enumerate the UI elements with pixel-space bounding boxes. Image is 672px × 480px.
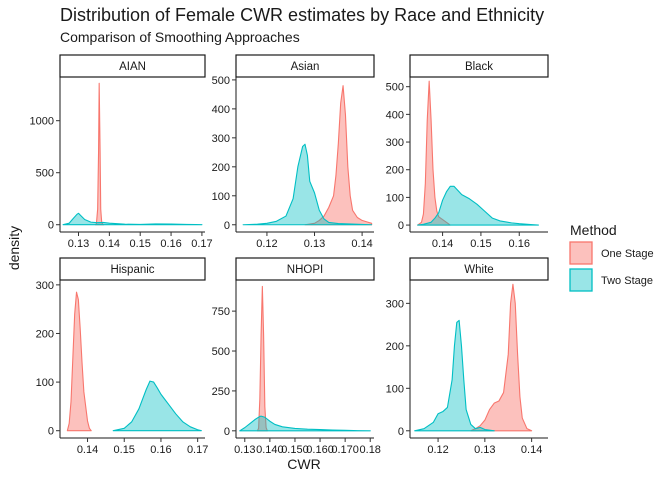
x-tick-label-aian-3: 0.16 <box>160 238 181 250</box>
x-tick-label-hispanic-2: 0.16 <box>150 444 171 456</box>
y-tick-label-black-4: 400 <box>386 109 404 121</box>
strip-black <box>409 54 549 78</box>
y-tick-label-aian-2: 1000 <box>30 116 54 128</box>
y-tick-label-hispanic-1: 100 <box>36 377 54 389</box>
strip-label-hispanic: Hispanic <box>110 264 154 276</box>
x-tick-label-black-0: 0.14 <box>432 238 453 250</box>
x-tick-label-white-1: 0.13 <box>474 444 495 456</box>
y-tick-label-black-3: 300 <box>386 137 404 149</box>
y-tick-label-aian-1: 500 <box>36 168 54 180</box>
panel-black: Black 0 100 200 300 400 500 0.14 0.15 0.16 <box>386 54 549 250</box>
strip-white <box>409 257 549 281</box>
x-tick-label-nhopi-1: 0.140 <box>256 444 284 456</box>
y-tick-label-nhopi-2: 500 <box>212 346 230 358</box>
legend-entries: One Stage Two Stage <box>569 241 654 292</box>
x-tick-label-aian-1: 0.14 <box>99 238 120 250</box>
x-tick-label-aian-0: 0.13 <box>68 238 89 250</box>
x-tick-label-asian-0: 0.12 <box>256 238 277 250</box>
y-tick-label-nhopi-3: 750 <box>212 306 230 318</box>
panel-aian: AIAN 0 500 1000 0.13 0.14 0.15 0.16 0.17 <box>30 54 213 250</box>
y-axis-title: density <box>6 226 22 270</box>
x-tick-label-nhopi-5: 0.18 <box>360 444 381 456</box>
y-tick-label-nhopi-0: 0 <box>224 426 230 438</box>
x-tick-label-hispanic-3: 0.17 <box>187 444 208 456</box>
y-tick-label-hispanic-3: 300 <box>36 280 54 292</box>
y-tick-label-white-1: 100 <box>386 383 404 395</box>
x-tick-label-hispanic-1: 0.15 <box>114 444 135 456</box>
y-tick-label-asian-1: 100 <box>212 191 230 203</box>
strip-asian <box>235 54 375 78</box>
density-area-nhopi-two-stage <box>239 415 371 432</box>
y-tick-label-white-3: 300 <box>386 298 404 310</box>
strip-label-asian: Asian <box>291 61 320 73</box>
x-tick-label-black-1: 0.15 <box>470 238 491 250</box>
legend-key-one-stage <box>569 241 593 265</box>
y-tick-label-white-0: 0 <box>398 426 404 438</box>
chart-subtitle: Comparison of Smoothing Approaches <box>60 29 300 45</box>
density-area-aian-two-stage <box>62 212 203 226</box>
density-area-aian-one-stage <box>94 82 105 226</box>
legend: Method One Stage Two Stage <box>569 222 654 292</box>
x-tick-label-white-0: 0.12 <box>427 444 448 456</box>
density-area-nhopi-one-stage <box>256 285 268 432</box>
strip-label-nhopi: NHOPI <box>287 264 323 276</box>
panel-white: White 0 100 200 300 0.12 0.13 0.14 <box>386 257 549 456</box>
y-tick-label-asian-3: 300 <box>212 133 230 145</box>
x-tick-label-asian-2: 0.14 <box>351 238 372 250</box>
x-tick-label-nhopi-2: 0.150 <box>281 444 309 456</box>
x-tick-label-aian-4: 0.17 <box>191 238 212 250</box>
y-tick-label-hispanic-2: 200 <box>36 328 54 340</box>
y-tick-label-hispanic-0: 0 <box>48 426 54 438</box>
x-tick-label-hispanic-0: 0.14 <box>77 444 98 456</box>
y-tick-label-nhopi-1: 250 <box>212 386 230 398</box>
y-tick-label-aian-0: 0 <box>48 220 54 232</box>
y-tick-label-asian-5: 500 <box>212 75 230 87</box>
legend-label-two-stage: Two Stage <box>601 275 653 287</box>
panel-hispanic: Hispanic 0 100 200 300 0.14 0.15 0.16 0.17 <box>36 257 208 456</box>
x-tick-label-nhopi-4: 0.170 <box>331 444 359 456</box>
strip-label-black: Black <box>465 61 493 73</box>
strip-label-white: White <box>464 264 493 276</box>
y-tick-label-asian-2: 200 <box>212 162 230 174</box>
density-area-white-two-stage <box>414 319 495 432</box>
x-tick-label-white-2: 0.14 <box>521 444 542 456</box>
density-area-hispanic-one-stage <box>66 291 92 432</box>
x-tick-label-nhopi-3: 0.160 <box>306 444 334 456</box>
chart-title: Distribution of Female CWR estimates by … <box>60 5 544 25</box>
y-tick-label-black-0: 0 <box>398 220 404 232</box>
y-tick-label-asian-0: 0 <box>224 220 230 232</box>
x-tick-label-nhopi-0: 0.13 <box>234 444 255 456</box>
density-area-white-one-stage <box>470 283 533 432</box>
density-area-black-two-stage <box>417 185 539 226</box>
x-tick-label-asian-1: 0.13 <box>304 238 325 250</box>
strip-aian <box>59 54 206 78</box>
density-area-asian-one-stage <box>304 85 373 226</box>
x-tick-label-aian-2: 0.15 <box>130 238 151 250</box>
x-axis-title: CWR <box>287 456 320 472</box>
y-tick-label-asian-4: 400 <box>212 104 230 116</box>
density-area-hispanic-two-stage <box>112 380 202 432</box>
legend-label-one-stage: One Stage <box>601 248 654 260</box>
strip-label-aian: AIAN <box>119 61 146 73</box>
density-area-asian-two-stage <box>242 143 373 226</box>
x-tick-label-black-2: 0.16 <box>509 238 530 250</box>
y-tick-label-black-5: 500 <box>386 82 404 94</box>
y-tick-label-black-1: 100 <box>386 192 404 204</box>
density-area-black-one-stage <box>417 80 451 226</box>
strip-nhopi <box>235 257 375 281</box>
y-tick-label-black-2: 200 <box>386 165 404 177</box>
y-tick-label-white-2: 200 <box>386 341 404 353</box>
legend-key-two-stage <box>569 268 593 292</box>
panel-asian: Asian 0 100 200 300 400 500 0.12 0.13 0.14 <box>212 54 375 250</box>
strip-hispanic <box>59 257 206 281</box>
legend-title: Method <box>570 222 617 238</box>
